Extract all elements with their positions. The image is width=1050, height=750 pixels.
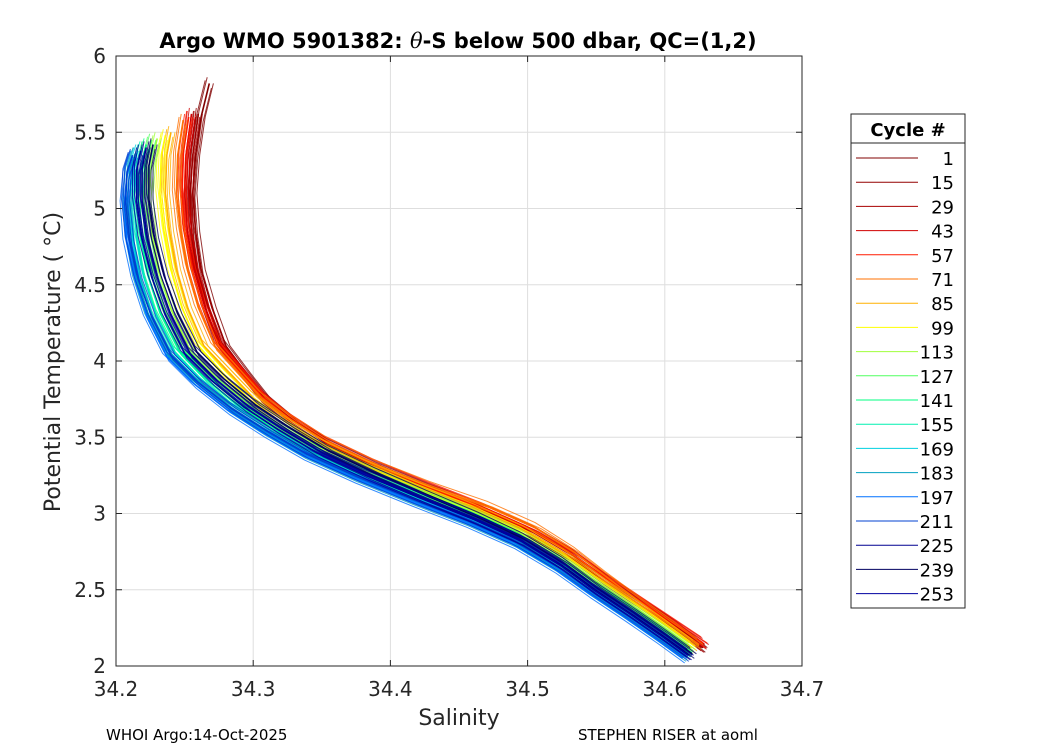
- axis-ticks: [115, 55, 803, 667]
- series-line-239-trace: [146, 138, 691, 649]
- legend-label-1: 1: [943, 149, 954, 170]
- legend-items: 1 15 29 43 57 71 85 99 113 127 141 155 169 183 197 211 2…: [856, 149, 954, 606]
- legend-label-43: 43: [931, 222, 954, 243]
- legend-label-85: 85: [931, 294, 954, 315]
- x-tick-label: 34.2: [94, 677, 139, 701]
- y-tick-label: 3: [93, 502, 106, 526]
- x-tick-label: 34.5: [505, 677, 550, 701]
- series-line-113-trace: [152, 138, 696, 650]
- legend-label-225: 225: [920, 536, 954, 557]
- legend-label-253: 253: [920, 585, 954, 606]
- y-tick-label: 5: [93, 197, 106, 221]
- x-tick-label: 34.6: [643, 677, 688, 701]
- footer-left: WHOI Argo:14-Oct-2025: [106, 726, 288, 744]
- y-tick-label: 5.5: [74, 120, 106, 144]
- series-line-253-trace: [140, 150, 693, 656]
- series-line-253-trace: [132, 147, 685, 653]
- y-tick-label: 2: [93, 654, 106, 678]
- x-tick-labels: 34.2 34.3 34.4 34.5 34.6 34.7: [94, 677, 825, 701]
- legend-label-141: 141: [920, 391, 954, 412]
- series-line-253-trace: [134, 144, 687, 650]
- legend-title: Cycle #: [870, 120, 945, 141]
- series-line-239-trace: [150, 148, 695, 659]
- legend-label-99: 99: [931, 318, 954, 339]
- series-line-71-trace: [171, 116, 696, 643]
- series-line-253-trace: [138, 154, 691, 661]
- legend-box: [850, 113, 966, 609]
- y-tick-label: 2.5: [74, 578, 106, 602]
- y-tick-labels: 2 2.5 3 3.5 4 4.5 5 5.5 6: [74, 44, 106, 678]
- legend-label-71: 71: [931, 270, 954, 291]
- series-line-197-trace: [125, 161, 685, 664]
- x-tick-label: 34.3: [231, 677, 276, 701]
- y-tick-label: 3.5: [74, 425, 106, 449]
- legend-label-29: 29: [931, 197, 954, 218]
- series-line-239-trace: [152, 144, 697, 655]
- legend-label-169: 169: [920, 439, 954, 460]
- y-axis-label: Potential Temperature ( °C): [41, 212, 66, 512]
- chart-title: Argo WMO 5901382: θ-S below 500 dbar, QC…: [159, 29, 756, 53]
- y-tick-label: 4.5: [74, 273, 106, 297]
- series-line-71-trace: [173, 113, 698, 639]
- series-group: [119, 77, 709, 664]
- legend-label-57: 57: [931, 246, 954, 267]
- legend-label-113: 113: [920, 343, 954, 364]
- y-tick-label: 4: [93, 349, 106, 373]
- series-line-71-trace: [180, 119, 704, 646]
- legend-label-239: 239: [920, 560, 954, 581]
- legend-label-197: 197: [920, 488, 954, 509]
- legend-label-155: 155: [920, 415, 954, 436]
- legend: Cycle # 1 15 29 43 57 71 85 99 113 127 141 155 169 18…: [850, 113, 966, 609]
- legend-label-183: 183: [920, 464, 954, 485]
- x-tick-label: 34.7: [780, 677, 825, 701]
- y-tick-label: 6: [93, 44, 106, 68]
- series-line-85-trace: [160, 129, 692, 644]
- series-253: [132, 144, 693, 661]
- footer-right: STEPHEN RISER at aoml: [578, 726, 758, 744]
- legend-label-15: 15: [931, 173, 954, 194]
- series-line-211-trace: [127, 159, 690, 662]
- x-tick-label: 34.4: [368, 677, 413, 701]
- x-axis-label: Salinity: [418, 706, 499, 731]
- legend-label-127: 127: [920, 367, 954, 388]
- legend-label-211: 211: [920, 512, 954, 533]
